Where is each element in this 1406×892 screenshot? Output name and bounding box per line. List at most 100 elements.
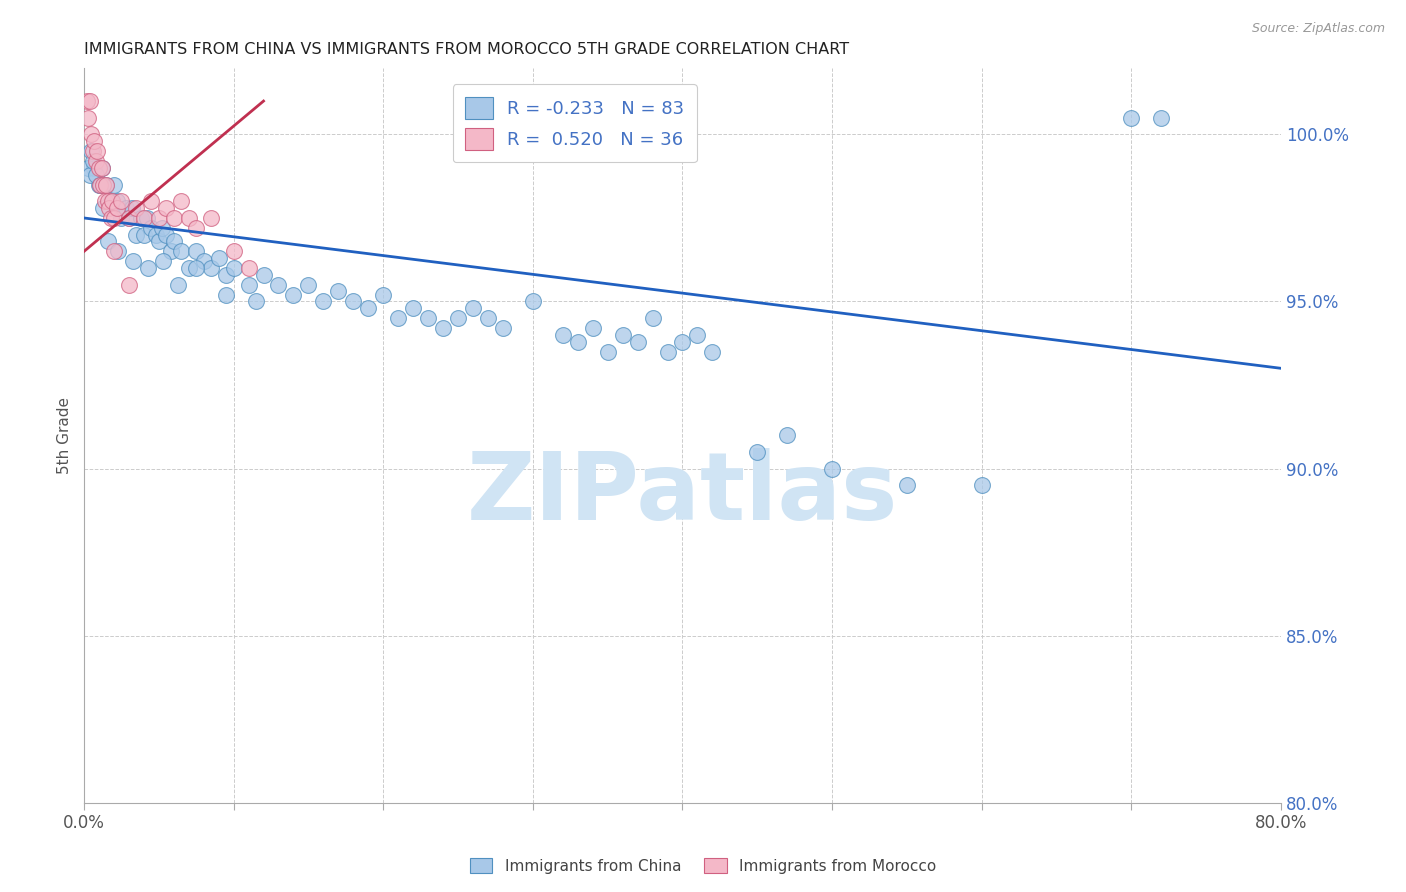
Point [152,254,174,268]
Point [208,251,231,265]
Point [155,201,177,215]
Point [77,161,100,175]
Point [215,268,238,282]
Point [103,178,125,192]
Point [93,178,115,192]
Point [86,144,108,158]
Point [125,227,148,242]
Point [567,334,589,349]
Point [136,261,159,276]
Point [297,277,319,292]
Point [89,178,111,192]
Point [118,211,141,225]
Point [121,201,143,215]
Point [77,111,100,125]
Point [141,194,163,209]
Point [200,211,222,225]
Point [177,211,200,225]
Point [477,311,499,326]
Point [82,154,104,169]
Point [432,321,454,335]
Point [167,277,190,292]
Point [373,288,395,302]
Point [283,288,305,302]
Y-axis label: 5th Grade: 5th Grade [58,397,72,474]
Point [115,201,138,215]
Text: ZIPatlas: ZIPatlas [467,448,898,540]
Point [76,94,98,108]
Point [79,94,101,108]
Point [671,334,693,349]
Point [125,201,148,215]
Point [93,201,115,215]
Legend: R = -0.233   N = 83, R =  0.520   N = 36: R = -0.233 N = 83, R = 0.520 N = 36 [453,84,697,162]
Point [91,161,114,175]
Point [94,194,117,209]
Point [97,194,120,209]
Point [267,277,290,292]
Point [80,144,103,158]
Point [105,194,128,209]
Point [145,227,167,242]
Point [170,244,193,259]
Point [100,211,122,225]
Point [222,261,245,276]
Point [148,211,170,225]
Point [657,344,679,359]
Point [186,244,208,259]
Point [357,301,380,315]
Point [1121,111,1143,125]
Point [118,211,141,225]
Point [84,168,107,182]
Point [252,268,274,282]
Point [155,227,177,242]
Point [129,211,152,225]
Point [612,327,634,342]
Point [245,294,267,309]
Point [100,194,122,209]
Point [551,327,574,342]
Point [193,254,215,268]
Point [522,294,544,309]
Point [89,178,111,192]
Point [626,334,648,349]
Point [686,327,709,342]
Point [896,478,918,492]
Point [776,428,799,442]
Point [970,478,993,492]
Point [103,244,125,259]
Point [91,161,114,175]
Point [135,211,157,225]
Point [328,285,350,299]
Point [132,211,155,225]
Point [103,211,125,225]
Point [1150,111,1173,125]
Legend: Immigrants from China, Immigrants from Morocco: Immigrants from China, Immigrants from M… [464,852,942,880]
Point [122,254,145,268]
Point [596,344,619,359]
Point [492,321,515,335]
Point [342,294,364,309]
Point [222,244,245,259]
Point [163,211,186,225]
Point [747,445,769,459]
Point [170,194,193,209]
Point [447,311,470,326]
Point [402,301,425,315]
Point [83,134,105,148]
Point [84,154,107,169]
Point [215,288,238,302]
Point [98,201,121,215]
Point [461,301,484,315]
Point [118,277,141,292]
Point [82,144,104,158]
Text: IMMIGRANTS FROM CHINA VS IMMIGRANTS FROM MOROCCO 5TH GRADE CORRELATION CHART: IMMIGRANTS FROM CHINA VS IMMIGRANTS FROM… [84,42,849,57]
Point [110,211,132,225]
Point [101,194,124,209]
Point [641,311,664,326]
Point [582,321,605,335]
Point [141,221,163,235]
Point [200,261,222,276]
Point [107,244,129,259]
Text: Source: ZipAtlas.com: Source: ZipAtlas.com [1251,22,1385,36]
